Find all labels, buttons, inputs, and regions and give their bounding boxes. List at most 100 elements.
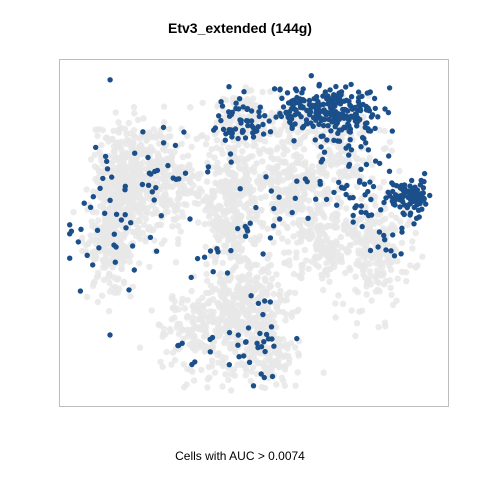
gray-point (323, 186, 330, 193)
gray-point (412, 264, 419, 271)
gray-point (317, 252, 324, 259)
blue-point (145, 154, 151, 161)
gray-point (148, 307, 155, 314)
blue-point (336, 113, 343, 120)
gray-point (227, 207, 235, 214)
blue-point (263, 174, 269, 180)
blue-point (226, 362, 232, 368)
gray-point (106, 288, 114, 295)
blue-point (140, 129, 146, 135)
gray-point (407, 262, 414, 269)
gray-point (380, 178, 387, 186)
blue-point (235, 342, 241, 348)
blue-point (367, 247, 374, 254)
blue-point (243, 339, 249, 345)
blue-point (228, 127, 234, 133)
blue-point (100, 175, 106, 182)
gray-point (337, 233, 344, 241)
blue-point (229, 134, 235, 140)
blue-point (97, 185, 103, 191)
gray-point (178, 325, 185, 332)
blue-point (358, 166, 364, 172)
gray-point (188, 287, 195, 295)
gray-point (198, 188, 205, 195)
gray-point (201, 308, 208, 315)
gray-point (238, 236, 246, 244)
blue-point (332, 124, 338, 130)
blue-point (235, 106, 242, 112)
gray-point (140, 159, 147, 166)
gray-point (159, 333, 166, 340)
blue-point (267, 129, 274, 135)
blue-point (226, 84, 232, 90)
gray-point (343, 247, 350, 255)
gray-point (226, 310, 234, 317)
blue-point (320, 133, 326, 139)
gray-point (111, 206, 118, 213)
gray-point (398, 268, 406, 275)
gray-point (233, 213, 240, 221)
gray-point (96, 149, 103, 156)
gray-point (122, 163, 130, 170)
gray-point (177, 228, 184, 235)
blue-point (398, 251, 404, 257)
gray-point (162, 182, 170, 189)
blue-point (212, 125, 219, 131)
gray-point (215, 350, 222, 357)
blue-point (336, 96, 343, 102)
gray-point (280, 377, 287, 385)
blue-point (329, 119, 335, 125)
gray-point (396, 167, 403, 175)
gray-point (292, 382, 299, 389)
blue-point (338, 184, 345, 190)
gray-point (360, 265, 367, 272)
blue-point (284, 90, 291, 96)
gray-point (284, 198, 292, 205)
blue-point (216, 113, 222, 119)
blue-point (294, 335, 300, 342)
gray-point (270, 312, 278, 319)
gray-point (281, 297, 288, 304)
blue-point (181, 129, 187, 135)
gray-point (115, 275, 122, 282)
gray-point (246, 317, 253, 324)
gray-point (138, 212, 145, 219)
gray-point (225, 144, 232, 151)
gray-point (210, 221, 217, 228)
blue-point (262, 113, 268, 119)
blue-point (245, 325, 252, 331)
gray-point (136, 344, 144, 351)
gray-point (375, 256, 382, 263)
gray-point (259, 88, 266, 96)
blue-point (308, 73, 314, 79)
gray-point (195, 175, 202, 182)
gray-point (409, 245, 416, 252)
gray-point (134, 116, 142, 124)
blue-point (291, 138, 297, 144)
gray-point (286, 289, 293, 296)
gray-point (87, 156, 95, 163)
gray-point (152, 206, 159, 213)
gray-point (207, 282, 214, 289)
gray-point (189, 303, 196, 310)
gray-point (219, 259, 226, 267)
gray-point (212, 170, 219, 177)
gray-point (365, 218, 372, 226)
gray-point (184, 297, 191, 304)
gray-point (300, 146, 308, 153)
gray-point (143, 209, 151, 216)
gray-point (317, 191, 324, 198)
gray-point (242, 372, 249, 379)
gray-point (229, 94, 237, 102)
blue-point (359, 93, 365, 100)
gray-point (339, 300, 347, 307)
blue-point (277, 87, 283, 93)
gray-point (273, 177, 281, 185)
blue-point (267, 235, 274, 241)
gray-point (353, 320, 361, 327)
gray-point (203, 270, 210, 278)
blue-point (381, 232, 387, 239)
gray-point (326, 157, 333, 164)
gray-point (332, 314, 339, 321)
blue-point (107, 77, 113, 83)
